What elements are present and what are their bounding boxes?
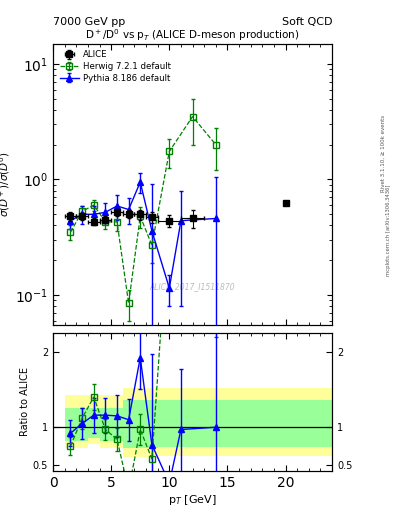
Text: ALICE_2017_I1511870: ALICE_2017_I1511870 [150, 282, 235, 291]
Bar [99, 395, 111, 449]
Bar [158, 400, 181, 447]
Bar [99, 408, 111, 441]
Text: mcplots.cern.ch [arXiv:1306.3436]: mcplots.cern.ch [arXiv:1306.3436] [386, 185, 391, 276]
Bar [134, 400, 146, 449]
Text: Soft QCD: Soft QCD [282, 17, 332, 27]
Y-axis label: Ratio to ALICE: Ratio to ALICE [20, 368, 30, 436]
X-axis label: p$_T$ [GeV]: p$_T$ [GeV] [168, 493, 217, 507]
Bar [228, 400, 332, 447]
Bar [65, 408, 76, 441]
Bar [88, 408, 99, 438]
Bar [181, 388, 228, 456]
Bar [123, 388, 134, 457]
Bar [65, 395, 76, 449]
Legend: ALICE, Herwig 7.2.1 default, Pythia 8.186 default: ALICE, Herwig 7.2.1 default, Pythia 8.18… [57, 47, 174, 86]
Bar [76, 408, 88, 441]
Bar [134, 388, 146, 457]
Bar [111, 408, 123, 441]
Y-axis label: $\sigma(D^+)/\sigma(D^0)$: $\sigma(D^+)/\sigma(D^0)$ [0, 152, 12, 217]
Text: Rivet 3.1.10, ≥ 100k events: Rivet 3.1.10, ≥ 100k events [381, 115, 386, 192]
Bar [228, 388, 332, 456]
Bar [146, 388, 158, 457]
Bar [88, 395, 99, 444]
Bar [146, 400, 158, 449]
Bar [181, 400, 228, 447]
Title: D$^+$/D$^0$ vs p$_T$ (ALICE D-meson production): D$^+$/D$^0$ vs p$_T$ (ALICE D-meson prod… [85, 28, 300, 44]
Text: 7000 GeV pp: 7000 GeV pp [53, 17, 125, 27]
Bar [158, 388, 181, 456]
Bar [123, 400, 134, 449]
Bar [111, 395, 123, 449]
Bar [76, 395, 88, 449]
